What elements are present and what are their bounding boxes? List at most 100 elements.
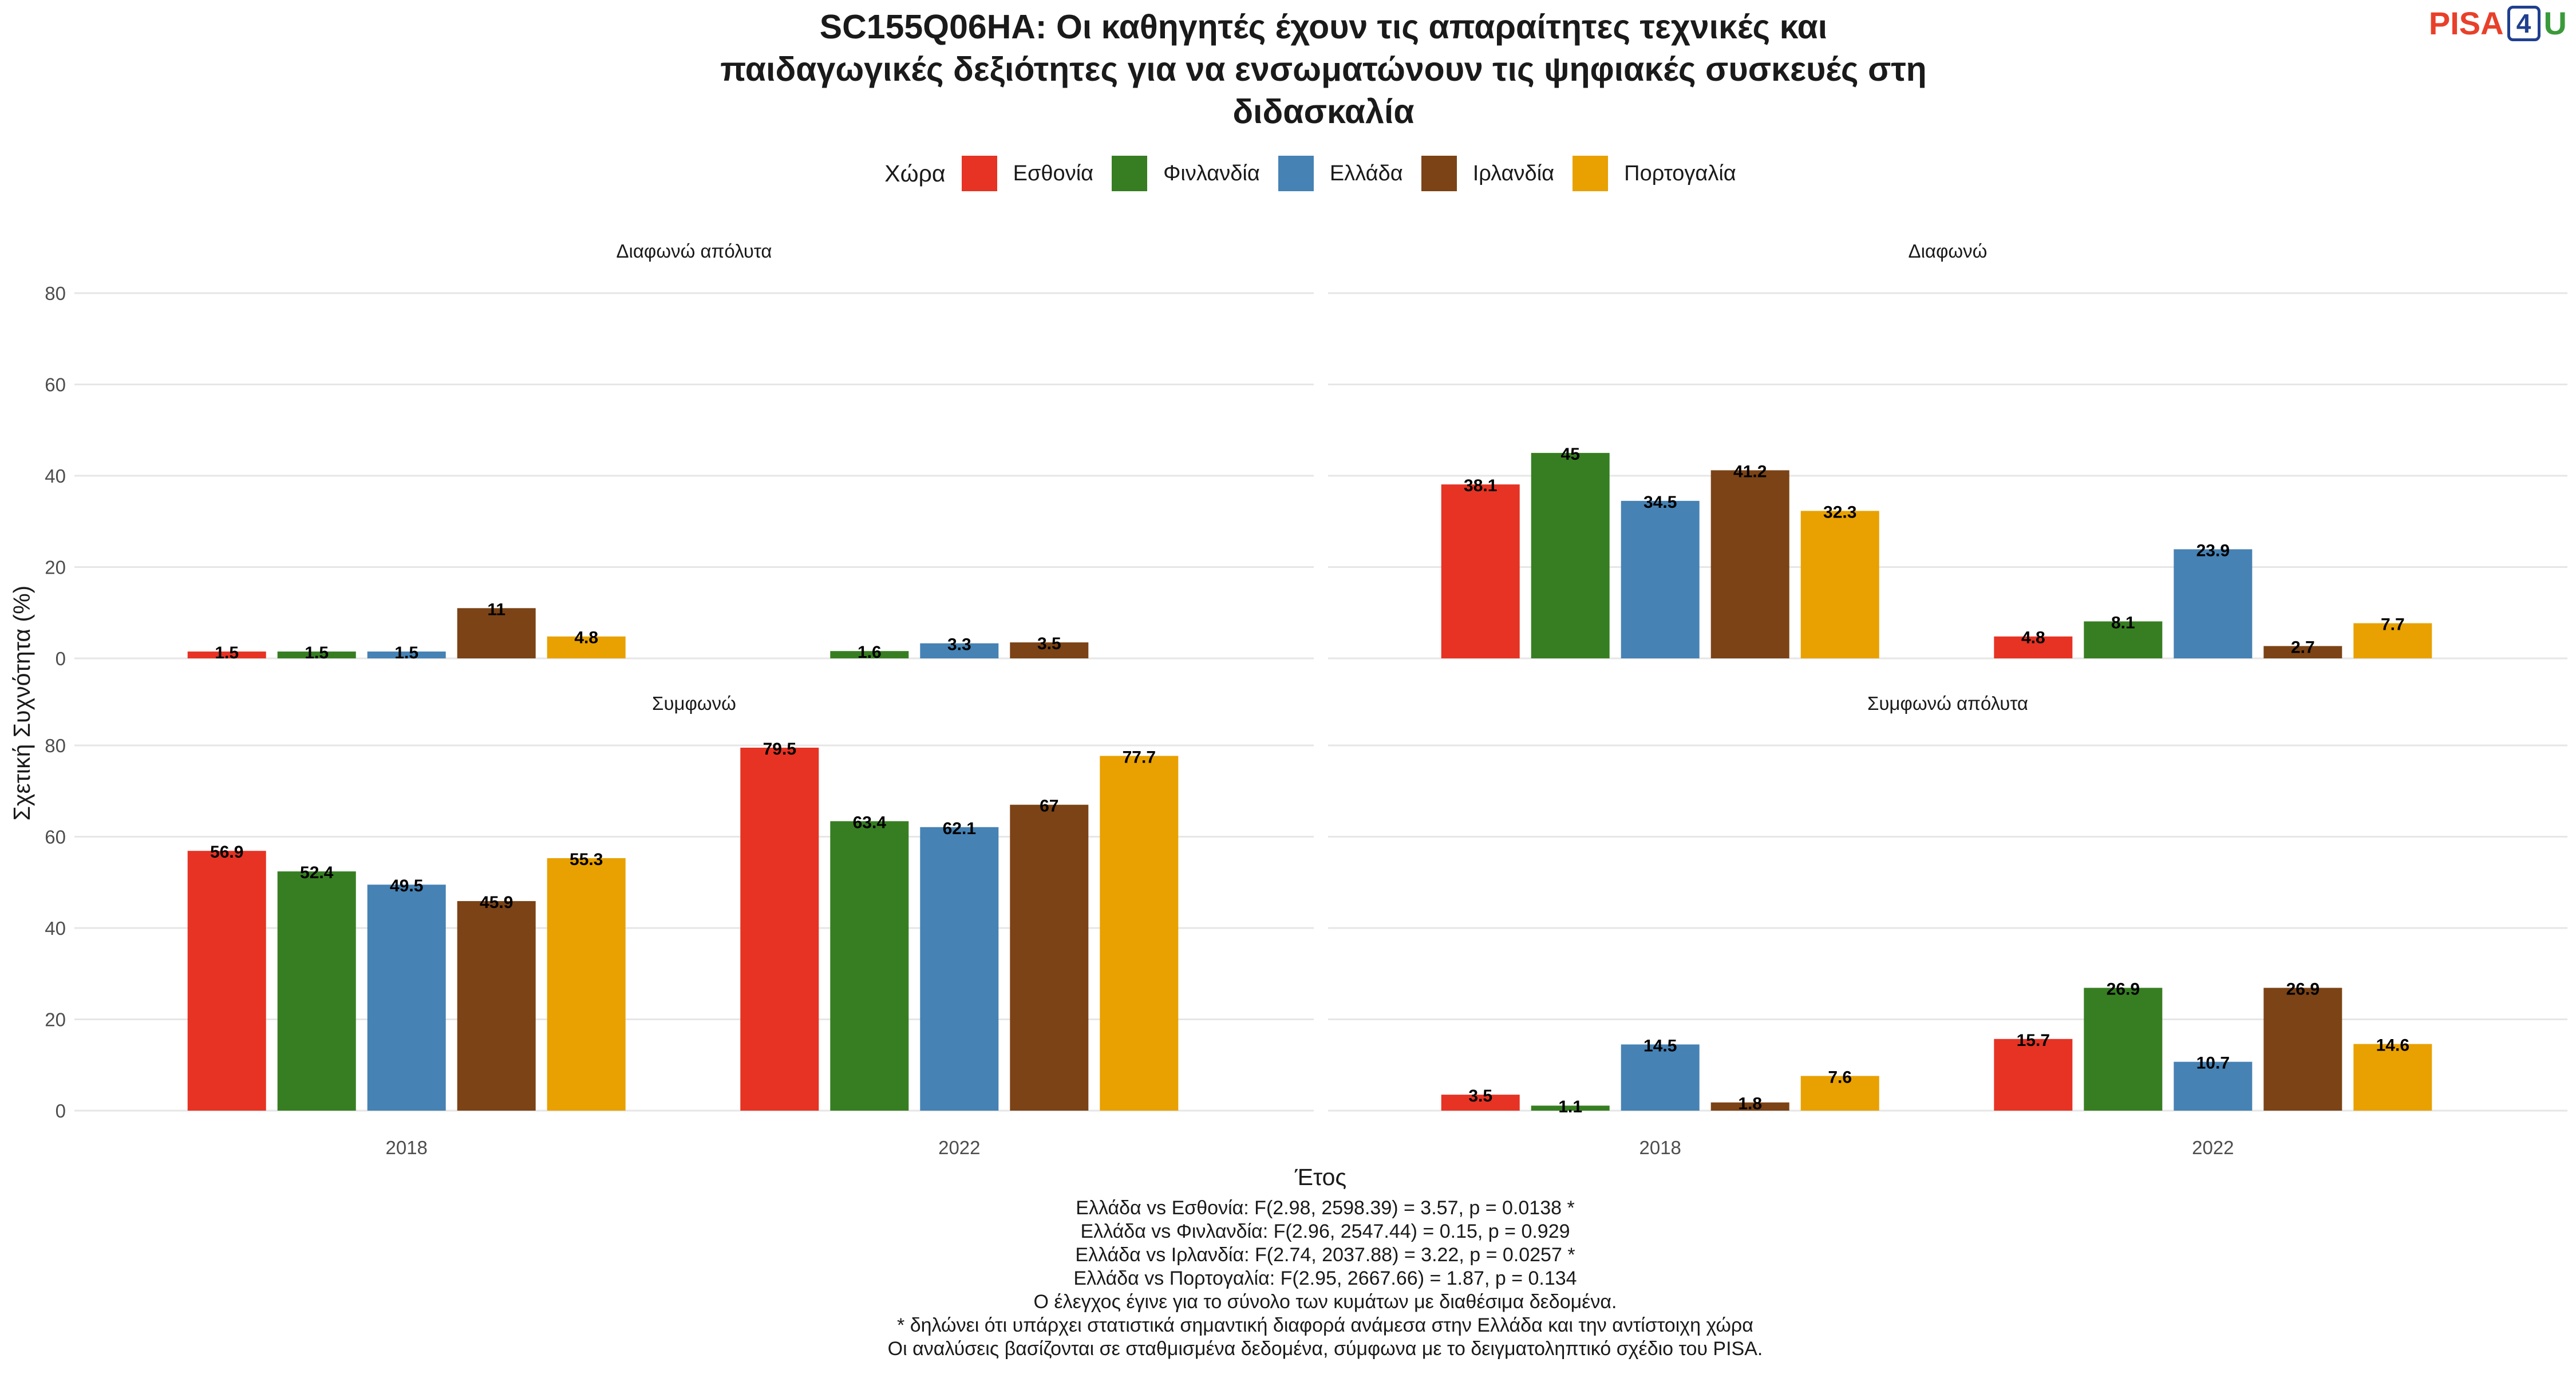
bar xyxy=(1531,453,1610,658)
bar-value-label: 3.3 xyxy=(947,635,971,654)
bar xyxy=(1994,636,2073,658)
bar-value-label: 1.1 xyxy=(1558,1097,1582,1116)
bar xyxy=(1621,1044,1700,1111)
title-line-1: SC155Q06HA: Οι καθηγητές έχουν τις απαρα… xyxy=(819,8,1828,46)
bar-value-label: 1.5 xyxy=(394,643,418,662)
bar xyxy=(1531,1105,1610,1111)
x-axis-title: Έτος xyxy=(1294,1164,1346,1190)
logo-suffix: U xyxy=(2543,5,2567,41)
caption-line-4: Ελλάδα vs Πορτογαλία: F(2.95, 2667.66) =… xyxy=(1073,1268,1577,1289)
bar-value-label: 15.7 xyxy=(2017,1031,2050,1050)
y-tick-label: 40 xyxy=(45,918,66,939)
bar-value-label: 1.5 xyxy=(215,643,239,662)
y-axis-title: Σχετική Συχνότητα (%) xyxy=(9,586,35,821)
legend-item-portugal: Πορτογαλία xyxy=(1573,156,1736,191)
bar xyxy=(457,608,536,658)
bar xyxy=(2174,1061,2253,1111)
y-tick-label: 60 xyxy=(45,374,66,396)
bar xyxy=(1100,756,1179,1111)
bar-value-label: 7.7 xyxy=(2381,615,2405,634)
bar-value-label: 14.6 xyxy=(2376,1036,2409,1055)
bar-value-label: 63.4 xyxy=(853,813,887,832)
legend-label-estonia: Εσθονία xyxy=(1013,161,1094,185)
bar xyxy=(1710,1102,1789,1111)
pisa4u-logo: PISA 4 U xyxy=(2429,5,2567,42)
legend-key-estonia xyxy=(961,156,997,191)
y-tick-label: 80 xyxy=(45,735,66,756)
bar xyxy=(277,652,356,658)
legend-label-ireland: Ιρλανδία xyxy=(1472,161,1555,185)
bar xyxy=(920,827,999,1111)
caption-line-2: Ελλάδα vs Φινλανδία: F(2.96, 2547.44) = … xyxy=(1080,1221,1570,1242)
bar-value-label: 2.7 xyxy=(2291,638,2315,657)
bar xyxy=(740,747,819,1111)
caption-line-6: * δηλώνει ότι υπάρχει στατιστικά σημαντι… xyxy=(897,1314,1753,1336)
legend-key-portugal xyxy=(1573,156,1609,191)
x-tick-label: 2022 xyxy=(938,1137,980,1158)
bar-value-label: 3.5 xyxy=(1468,1087,1492,1105)
bar-value-label: 10.7 xyxy=(2196,1054,2230,1073)
legend-item-ireland: Ιρλανδία xyxy=(1421,156,1554,191)
legend-label-portugal: Πορτογαλία xyxy=(1624,161,1736,185)
legend-label-greece: Ελλάδα xyxy=(1329,161,1403,185)
bar xyxy=(2263,988,2342,1111)
bar-value-label: 1.6 xyxy=(858,643,882,662)
bar-value-label: 7.6 xyxy=(1828,1068,1852,1087)
bar-value-label: 56.9 xyxy=(210,843,243,862)
legend-title: Χώρα xyxy=(884,160,946,187)
bar-value-label: 45.9 xyxy=(480,893,513,912)
bar xyxy=(2174,549,2253,658)
title-line-2: παιδαγωγικές δεξιότητες για να ενσωματών… xyxy=(720,50,1927,88)
legend-key-ireland xyxy=(1421,156,1457,191)
bar-value-label: 1.8 xyxy=(1738,1095,1762,1114)
bar-value-label: 4.8 xyxy=(2021,629,2045,647)
x-tick-label: 2018 xyxy=(1639,1137,1681,1158)
legend-key-finland xyxy=(1112,156,1148,191)
bar-value-label: 23.9 xyxy=(2196,541,2230,560)
bar xyxy=(2084,988,2163,1111)
facet-title: Συμφωνώ xyxy=(652,693,736,714)
bar xyxy=(547,858,626,1111)
legend-label-finland: Φινλανδία xyxy=(1163,161,1260,185)
bar xyxy=(187,652,266,658)
bar xyxy=(920,643,999,658)
bar-value-label: 79.5 xyxy=(763,740,796,759)
caption-line-7: Οι αναλύσεις βασίζονται σε σταθμισμένα δ… xyxy=(887,1338,1763,1360)
caption-line-3: Ελλάδα vs Ιρλανδία: F(2.74, 2037.88) = 3… xyxy=(1075,1244,1575,1266)
bar-value-label: 55.3 xyxy=(570,850,603,869)
bar-value-label: 4.8 xyxy=(574,629,598,647)
bar-value-label: 26.9 xyxy=(2286,980,2320,998)
bar-value-label: 62.1 xyxy=(943,819,976,838)
bar xyxy=(1994,1039,2073,1111)
caption-line-5: Ο έλεγχος έγινε για το σύνολο των κυμάτω… xyxy=(1033,1291,1617,1313)
x-tick-label: 2022 xyxy=(2192,1137,2234,1158)
logo-text: PISA xyxy=(2428,5,2504,41)
bar-value-label: 38.1 xyxy=(1464,476,1497,495)
bar-value-label: 8.1 xyxy=(2111,613,2135,632)
bar-value-label: 45 xyxy=(1561,445,1580,464)
facet-title: Διαφωνώ απόλυτα xyxy=(616,240,772,262)
bar xyxy=(830,821,909,1111)
y-tick-label: 20 xyxy=(45,1009,66,1030)
legend-item-estonia: Εσθονία xyxy=(961,156,1094,191)
y-tick-label: 60 xyxy=(45,827,66,848)
bar xyxy=(1010,804,1089,1111)
bar xyxy=(367,885,446,1111)
bar xyxy=(1800,1076,1879,1111)
y-tick-label: 80 xyxy=(45,283,66,304)
title-line-3: διδασκαλία xyxy=(1232,93,1415,131)
bar-value-label: 67 xyxy=(1040,797,1058,816)
bar-value-label: 14.5 xyxy=(1643,1036,1677,1055)
bar xyxy=(1621,500,1700,658)
bar-value-label: 34.5 xyxy=(1643,493,1677,512)
bar xyxy=(457,901,536,1111)
legend-key-greece xyxy=(1278,156,1314,191)
bar xyxy=(1441,1095,1520,1111)
bar xyxy=(187,851,266,1111)
caption: Ελλάδα vs Εσθονία: F(2.98, 2598.39) = 3.… xyxy=(0,1197,2576,1361)
facet-title: Συμφωνώ απόλυτα xyxy=(1867,693,2028,714)
bar xyxy=(2084,621,2163,658)
bar xyxy=(1441,484,1520,658)
facet-title: Διαφωνώ xyxy=(1909,240,1988,262)
